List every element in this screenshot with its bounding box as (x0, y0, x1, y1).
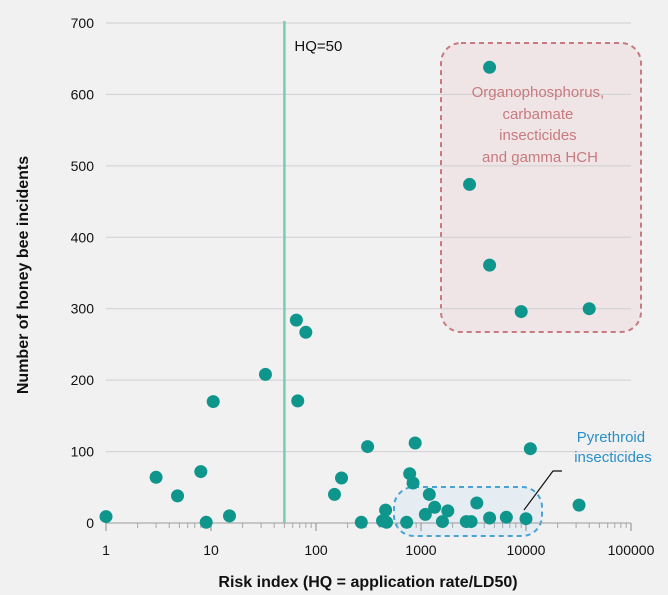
data-point (289, 313, 303, 327)
pyrethroid-label: Pyrethroid insecticides (574, 429, 652, 466)
y-tick-label: 700 (71, 15, 95, 31)
data-point (408, 436, 422, 450)
data-point (572, 498, 586, 512)
data-point (194, 465, 208, 479)
y-tick-labels: 0 100 200 300 400 500 600 700 (71, 15, 95, 531)
data-point (361, 440, 375, 454)
y-tick-label: 600 (71, 86, 95, 102)
pyrethroid-label-line-1: Pyrethroid (577, 429, 645, 446)
data-point (422, 487, 436, 501)
data-point (379, 503, 393, 517)
data-point (483, 258, 497, 272)
y-tick-label: 400 (71, 229, 95, 245)
data-point (514, 305, 528, 319)
hq-reference-label: HQ=50 (294, 38, 342, 55)
data-point (483, 60, 497, 74)
data-point (582, 302, 596, 316)
data-point (523, 442, 537, 456)
data-point (299, 325, 313, 339)
x-tick-label: 10000 (507, 542, 546, 558)
data-point (470, 496, 484, 510)
data-point (291, 394, 305, 408)
data-point (149, 470, 163, 484)
x-tick-label: 1 (102, 542, 110, 558)
data-point (222, 509, 236, 523)
y-tick-label: 500 (71, 158, 95, 174)
data-point (171, 489, 185, 503)
data-point (199, 515, 213, 529)
x-tick-label: 100 (304, 542, 328, 558)
y-axis-title: Number of honey bee incidents (15, 156, 32, 394)
data-point (406, 476, 420, 490)
data-point (435, 515, 449, 529)
x-axis-title: Risk index (HQ = application rate/LD50) (218, 574, 517, 591)
x-tick-label: 100000 (608, 542, 655, 558)
data-point (428, 500, 442, 514)
data-point (99, 510, 113, 524)
data-point (335, 471, 349, 485)
data-point (206, 395, 220, 409)
y-tick-label: 200 (71, 372, 95, 388)
data-point (464, 515, 478, 529)
organophosphorus-label-line-3: insecticides (499, 127, 577, 144)
y-tick-label: 100 (71, 444, 95, 460)
x-tick-labels: 1 10 100 1000 10000 100000 (102, 542, 654, 558)
pyrethroid-label-line-2: insecticides (574, 449, 652, 466)
organophosphorus-label-line-4: and gamma HCH (482, 149, 598, 166)
y-tick-label: 0 (86, 515, 94, 531)
data-points (99, 60, 596, 529)
data-point (418, 507, 432, 521)
pyrethroid-box (393, 486, 543, 537)
data-point (441, 504, 455, 518)
y-tick-label: 300 (71, 301, 95, 317)
data-point (400, 515, 414, 529)
data-point (354, 515, 368, 529)
data-point (258, 367, 272, 381)
data-point (380, 515, 394, 529)
x-tick-label: 10 (203, 542, 219, 558)
organophosphorus-label-line-2: carbamate (502, 106, 573, 123)
pyrethroid-leader-line (523, 470, 562, 511)
data-point (519, 512, 533, 526)
organophosphorus-label-line-1: Organophosphorus, (472, 84, 605, 101)
data-point (463, 177, 477, 191)
data-point (499, 510, 513, 524)
data-point (483, 511, 497, 525)
organophosphorus-label: Organophosphorus, carbamate insecticides… (472, 84, 609, 166)
data-point (327, 487, 341, 501)
x-tick-label: 1000 (405, 542, 436, 558)
